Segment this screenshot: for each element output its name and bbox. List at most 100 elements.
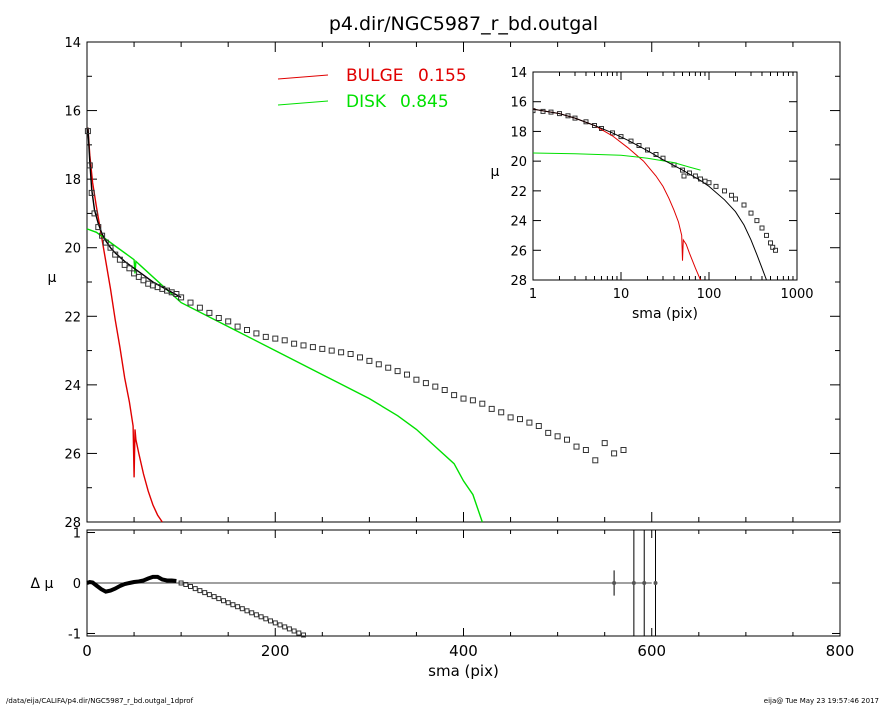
inset-observed-point xyxy=(533,108,536,114)
inset-x-tick-label: 1 xyxy=(529,287,537,302)
main-observed-point xyxy=(601,440,608,447)
main-observed-point xyxy=(173,291,180,297)
main-observed-point xyxy=(234,323,241,330)
inset-x-tick-label: 10 xyxy=(613,287,630,302)
residual-point xyxy=(263,616,269,622)
main-observed-point xyxy=(535,423,542,429)
residual-point xyxy=(206,592,212,598)
inset-y-tick-label: 28 xyxy=(510,274,527,289)
main-y-tick-label: 28 xyxy=(64,516,81,531)
main-observed-point xyxy=(131,270,138,277)
inset-y-tick-label: 24 xyxy=(510,215,527,230)
legend-1-swatch xyxy=(277,100,329,106)
main-observed-point xyxy=(413,376,420,383)
main-observed-point xyxy=(517,416,523,423)
residual-point xyxy=(286,626,292,632)
main-observed-point xyxy=(366,357,373,364)
legend-1-label: DISK xyxy=(346,92,387,112)
residual-point xyxy=(268,618,273,624)
main-observed-point xyxy=(479,400,486,407)
legend-0-label: BULGE xyxy=(346,66,404,86)
chart-title: p4.dir/NGC5987_r_bd.outgal xyxy=(329,13,598,35)
residual-point xyxy=(291,628,297,634)
main-y-tick-label: 16 xyxy=(64,105,81,120)
residual-error-point xyxy=(642,581,647,585)
residual-y-axis-label: Δ μ xyxy=(31,576,54,592)
main-observed-point xyxy=(253,330,260,337)
main-observed-point xyxy=(309,344,316,351)
main-observed-point xyxy=(620,447,627,453)
residual-point xyxy=(230,602,236,608)
inset-series-group xyxy=(533,108,778,280)
main-observed-point xyxy=(319,345,326,352)
residual-y-tick-label: 1 xyxy=(73,527,81,542)
main-observed-point xyxy=(91,210,98,217)
inset-y-tick-label: 18 xyxy=(510,125,527,140)
main-observed-point xyxy=(328,347,335,354)
x-axis-label: sma (pix) xyxy=(428,662,499,680)
residual-error-point xyxy=(612,581,617,585)
residual-y-tick-label: 0 xyxy=(73,577,81,592)
main-observed-point xyxy=(498,409,505,416)
legend-1-value: 0.845 xyxy=(400,92,449,112)
residual-point xyxy=(211,594,217,600)
main-observed-point xyxy=(291,340,298,347)
residual-point xyxy=(235,604,241,610)
inset-y-tick-label: 16 xyxy=(510,96,527,111)
main-observed-point xyxy=(116,256,123,263)
residual-point xyxy=(282,624,288,630)
main-observed-point xyxy=(112,251,119,258)
main-observed-point xyxy=(554,433,561,440)
main-observed-point xyxy=(95,224,102,231)
residual-point xyxy=(216,596,222,602)
inset-panel: 14 16 18 20 22 24 26 281 10 100 1000 sma (pix) μ xyxy=(491,66,814,322)
main-observed-point xyxy=(178,294,185,301)
residual-point xyxy=(221,598,226,604)
main-observed-point xyxy=(215,315,222,321)
main-y-tick-label: 14 xyxy=(64,36,81,51)
inset-observed-point xyxy=(770,244,776,250)
main-observed-point xyxy=(441,387,448,393)
main-observed-point xyxy=(187,299,194,306)
main-bulge-line xyxy=(87,127,163,523)
main-observed-point xyxy=(244,327,250,333)
inset-observed-point xyxy=(706,180,712,186)
inset-observed-point xyxy=(729,192,734,198)
residual-point xyxy=(277,622,283,628)
inset-y-tick-label: 14 xyxy=(510,66,527,81)
footer-signature: eija@ Tue May 23 19:57:46 2017 xyxy=(763,697,879,705)
main-disk-line xyxy=(86,228,483,523)
inset-model-line xyxy=(533,108,767,280)
inset-observed-point xyxy=(741,202,747,208)
main-observed-point xyxy=(99,232,106,239)
residual-point xyxy=(301,632,306,638)
inset-disk-line xyxy=(533,152,701,171)
inset-observed-point xyxy=(610,130,615,136)
main-y-tick-label: 22 xyxy=(64,310,81,325)
residual-point xyxy=(178,580,184,586)
main-observed-point xyxy=(385,364,392,371)
main-observed-point xyxy=(84,128,91,135)
main-observed-point xyxy=(135,273,142,280)
main-observed-point xyxy=(140,277,147,284)
main-observed-point xyxy=(469,397,476,404)
inset-x-tick-label: 100 xyxy=(697,287,722,302)
main-observed-point xyxy=(272,335,279,342)
inset-observed-point xyxy=(592,123,597,128)
residual-x-tick-label: 400 xyxy=(449,642,478,660)
main-observed-point xyxy=(126,265,133,272)
residual-point xyxy=(258,614,264,620)
main-y-tick-label: 26 xyxy=(64,447,81,462)
inset-x-tick-label: 1000 xyxy=(780,287,813,302)
main-observed-point xyxy=(86,162,93,169)
main-observed-point xyxy=(545,429,552,436)
main-observed-point xyxy=(262,333,269,340)
residual-point xyxy=(253,612,259,618)
residual-point xyxy=(249,610,255,616)
main-y-axis-label: μ xyxy=(48,270,57,286)
inset-observed-point xyxy=(748,210,754,216)
residual-point xyxy=(272,620,278,626)
residual-point xyxy=(239,606,245,612)
